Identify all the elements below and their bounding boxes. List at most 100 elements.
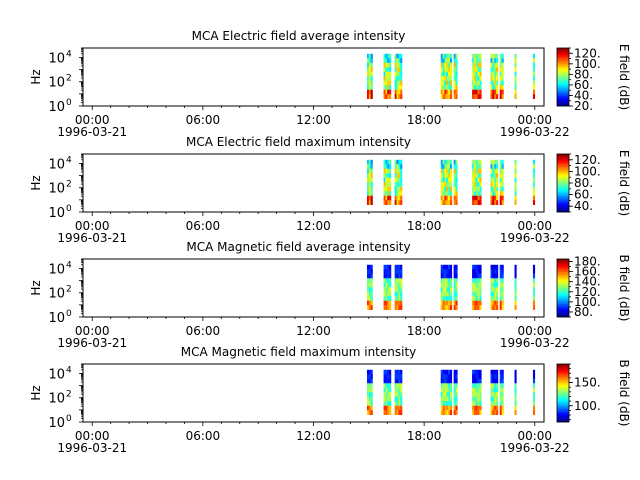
data-cell [455,186,458,192]
colorbar-segment [557,298,569,300]
data-cell [446,191,449,197]
data-cell [492,85,495,91]
data-cell [398,278,401,284]
data-cell [368,94,371,99]
data-cell [394,89,397,95]
data-cell [385,296,388,302]
data-cell [453,53,456,59]
data-cell [366,177,370,183]
data-cell [455,168,458,174]
data-cell [477,369,480,375]
data-cell [532,269,536,275]
data-cell [394,67,397,73]
data-cell [396,273,399,279]
data-cell [496,387,499,393]
data-cell [396,405,399,411]
data-cell [394,410,397,415]
data-cell [492,67,495,73]
y-axis-label: Hz [29,69,43,84]
colorbar-tick-label: 180. [574,255,601,269]
data-cell [389,200,392,205]
data-cell [477,405,480,411]
colorbar-segment [557,188,569,191]
data-cell [446,182,449,188]
x-tick-time: 18:00 [407,113,442,127]
colorbar-segment [557,382,569,385]
data-cell [389,62,392,68]
data-cell [396,195,399,201]
data-cell [368,383,371,389]
data-cell [398,53,401,59]
data-cell [479,71,482,77]
data-cell [446,374,449,380]
data-cell [383,300,386,306]
x-tick-date: 1996-03-22 [500,231,570,245]
x-tick-date: 1996-03-21 [57,336,127,350]
colorbar-tick-label: 60. [574,78,593,92]
data-cell [366,369,370,375]
colorbar-tick-label: 100. [574,164,601,178]
data-cell [477,278,480,284]
data-cell [387,191,390,197]
data-cell [453,287,456,293]
data-cell [453,94,456,99]
data-cell [514,296,517,302]
data-cell [494,186,497,192]
data-cell [368,168,371,174]
colorbar-segment [557,401,569,404]
data-cell [453,67,456,73]
data-cell [514,396,517,402]
data-cell [446,378,449,384]
data-cell [501,369,504,375]
data-cell [449,67,453,73]
data-cell [396,173,399,179]
data-cell [494,387,497,393]
data-cell [514,300,517,306]
data-cell [446,89,449,95]
data-cell [440,264,443,270]
data-cell [473,305,477,310]
data-cell [383,396,386,402]
colorbar-segment [557,398,569,401]
data-cell [453,383,456,389]
data-cell [496,85,499,91]
data-cell [472,374,475,380]
data-cell [396,164,399,170]
data-cell [453,264,456,270]
data-cell [492,164,495,170]
data-cell [394,269,397,275]
colorbar-segment [557,302,569,305]
data-cell [387,182,390,188]
data-cell [398,186,401,192]
data-cell [366,273,370,279]
data-cell [473,401,477,407]
data-cell [394,195,397,201]
colorbar-tick-label: 160. [574,265,601,279]
data-cell [366,282,370,288]
data-cell [370,94,373,99]
data-cell [366,296,370,302]
data-cell [440,94,443,99]
data-cell [501,374,504,380]
data-cell [394,94,397,99]
data-cell [370,396,373,402]
data-cell [366,76,370,82]
y-tick-exponent: 4 [66,365,72,375]
data-cell [496,200,499,205]
data-cell [472,387,475,393]
data-cell [475,296,478,302]
colorbar-frame [556,258,570,318]
data-cell [366,182,370,188]
data-cell [370,80,373,86]
data-cell [389,401,392,407]
data-cell [370,273,373,279]
data-cell [370,159,373,165]
data-cell [368,200,371,205]
data-cell [446,200,449,205]
data-cell [455,159,458,165]
data-cell [477,168,480,174]
data-cell [398,383,401,389]
data-cell [400,273,403,279]
colorbar-segment [557,63,569,66]
y-tick-exponent: 2 [66,285,72,295]
